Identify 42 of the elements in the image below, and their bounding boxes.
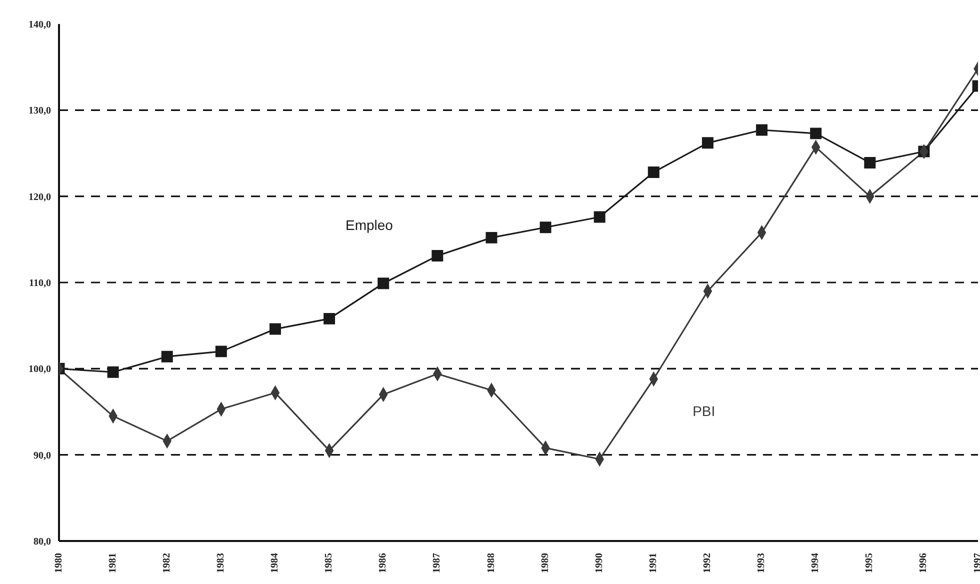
x-tick-label: 1982	[161, 553, 172, 573]
point	[810, 128, 822, 140]
point	[324, 312, 336, 324]
y-tick-label: 140,0	[28, 20, 51, 31]
y-tick-label: 120,0	[28, 192, 51, 203]
y-tick-label: 100,0	[28, 364, 51, 376]
x-tick-label: 1981	[107, 553, 118, 573]
point	[594, 211, 606, 223]
point	[702, 137, 714, 149]
y-tick-label: 130,0	[28, 106, 51, 117]
point	[432, 250, 444, 262]
y-tick-label: 80,0	[34, 536, 51, 548]
point	[161, 350, 173, 362]
text: PBI	[692, 402, 716, 419]
x-tick-label: 1995	[864, 553, 876, 573]
x-tick-label: 1983	[215, 553, 226, 573]
x-tick-label: 1989	[540, 553, 551, 573]
x-tick-label: 1993	[756, 553, 768, 573]
point	[378, 278, 390, 290]
point	[269, 323, 281, 335]
x-tick-label: 1980	[53, 553, 64, 573]
text: Empleo	[346, 216, 393, 233]
x-tick-label: 1990	[594, 553, 605, 573]
y-tick-label: 110,0	[29, 278, 51, 290]
point	[486, 232, 498, 244]
x-tick-label: 1996	[918, 553, 930, 573]
point	[540, 222, 552, 234]
point	[648, 166, 660, 178]
point	[756, 124, 768, 136]
x-tick-label: 1987	[432, 553, 443, 573]
x-tick-label: 1985	[324, 553, 335, 573]
x-tick-label: 1988	[486, 553, 497, 573]
point	[215, 346, 227, 358]
x-tick-label: 1986	[378, 553, 389, 573]
x-tick-label: 1992	[702, 553, 714, 573]
x-tick-label: 1991	[648, 553, 659, 573]
x-tick-label: 1997	[972, 553, 980, 573]
x-tick-label: 1984	[270, 553, 281, 573]
y-tick-label: 90,0	[34, 450, 51, 462]
point	[864, 156, 876, 168]
point	[107, 366, 119, 378]
x-tick-label: 1994	[810, 553, 822, 573]
